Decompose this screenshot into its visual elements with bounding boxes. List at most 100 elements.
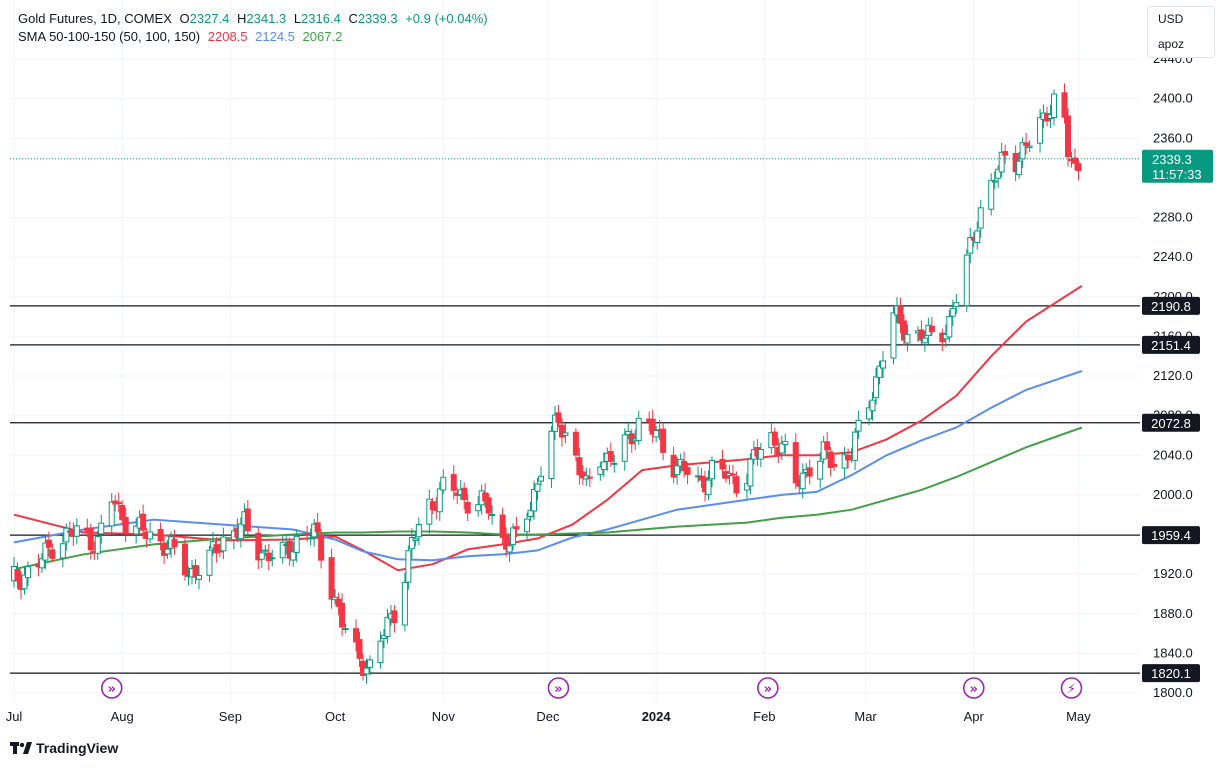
candle-body bbox=[974, 230, 981, 244]
candle-body bbox=[377, 640, 384, 664]
candle-body bbox=[757, 448, 764, 460]
candle-body bbox=[415, 524, 422, 538]
candle-body bbox=[339, 602, 346, 628]
tradingview-logo-icon bbox=[10, 742, 32, 754]
candle-body bbox=[108, 501, 115, 527]
candle-body bbox=[1002, 151, 1009, 156]
y-tick-label: 2280.0 bbox=[1153, 210, 1193, 225]
candle-body bbox=[1016, 160, 1023, 176]
candle-body bbox=[98, 522, 105, 535]
level-label-bg bbox=[1142, 296, 1200, 315]
candle-body bbox=[600, 461, 607, 471]
candle-body bbox=[1075, 163, 1082, 172]
candle-body bbox=[562, 432, 569, 436]
currency-label[interactable]: USD bbox=[1158, 12, 1184, 26]
tradingview-logo[interactable]: TradingView bbox=[10, 740, 118, 756]
x-tick-label: Dec bbox=[536, 709, 560, 724]
level-label: 1820.1 bbox=[1151, 666, 1191, 681]
x-tick-label: Aug bbox=[111, 709, 134, 724]
sma100-value: 2124.5 bbox=[255, 29, 295, 44]
candle-body bbox=[576, 457, 583, 476]
candle-body bbox=[820, 441, 827, 460]
candle-body bbox=[307, 537, 314, 540]
y-tick-label: 1920.0 bbox=[1153, 566, 1193, 581]
candle-body bbox=[164, 548, 171, 555]
last-price-label: 2339.3 bbox=[1152, 152, 1192, 167]
candle-body bbox=[335, 598, 342, 607]
candle-body bbox=[998, 151, 1005, 173]
candle-body bbox=[133, 525, 140, 535]
time-axis[interactable]: Jul Aug Sep Oct Nov Dec 2024 Feb Mar Apr May bbox=[6, 709, 1092, 724]
candle-body bbox=[1019, 142, 1026, 160]
candle-body bbox=[537, 475, 544, 482]
candle-body bbox=[890, 312, 897, 359]
level-label-bg bbox=[1142, 664, 1200, 683]
candle-body bbox=[328, 557, 335, 600]
candle-body bbox=[852, 431, 859, 461]
open-label: O2327.4 bbox=[180, 11, 230, 26]
candle-body bbox=[611, 462, 618, 465]
candle-body bbox=[182, 543, 189, 576]
candle-body bbox=[747, 458, 754, 487]
x-tick-label: Feb bbox=[753, 709, 775, 724]
candle-body bbox=[1026, 145, 1033, 148]
candle-body bbox=[485, 497, 492, 514]
candle-body bbox=[73, 525, 80, 537]
level-label: 2190.8 bbox=[1151, 299, 1191, 314]
candle-body bbox=[356, 639, 363, 659]
candle-body bbox=[119, 504, 126, 521]
candle-body bbox=[293, 535, 300, 553]
candle-body bbox=[440, 476, 447, 491]
candle-body bbox=[115, 502, 122, 505]
high-letter: H bbox=[237, 11, 247, 26]
sma-title: SMA 50-100-150 (50, 100, 150) bbox=[18, 29, 201, 44]
candle-body bbox=[42, 542, 49, 561]
price-axis[interactable]: 1800.01840.01880.01920.02000.02040.02080… bbox=[1142, 51, 1213, 700]
y-tick-label: 1800.0 bbox=[1153, 685, 1193, 700]
candle-body bbox=[1064, 115, 1071, 158]
last-price-tag bbox=[1142, 149, 1213, 183]
candle-body bbox=[841, 454, 848, 469]
candle-body bbox=[192, 565, 199, 578]
candle-body bbox=[635, 417, 642, 442]
candle-body bbox=[405, 550, 412, 583]
event-marker-glyph: » bbox=[764, 682, 772, 697]
event-marker-icon bbox=[547, 677, 570, 699]
candle-body bbox=[995, 168, 1002, 179]
candle-body bbox=[900, 320, 907, 341]
candle-body bbox=[548, 430, 555, 479]
y-tick-label: 1880.0 bbox=[1153, 606, 1193, 621]
event-marker-icon bbox=[100, 677, 123, 699]
ohlc-row: Gold Futures, 1D, COMEX O2327.4 H2341.3 … bbox=[18, 10, 492, 28]
candle-body bbox=[855, 419, 862, 432]
candle-body bbox=[59, 543, 66, 559]
y-tick-label: 2240.0 bbox=[1153, 249, 1193, 264]
candle-body bbox=[510, 527, 517, 546]
candle-body bbox=[94, 536, 101, 554]
event-markers[interactable]: » » » » ⚡ bbox=[100, 677, 1083, 699]
candle-body bbox=[342, 628, 349, 631]
event-marker-glyph: » bbox=[108, 682, 116, 697]
candle-body bbox=[290, 551, 297, 561]
candle-body bbox=[527, 509, 534, 518]
candle-body bbox=[147, 531, 154, 540]
candle-body bbox=[743, 483, 750, 491]
candle-body bbox=[918, 329, 925, 341]
candle-body bbox=[1051, 93, 1058, 119]
candle-body bbox=[660, 428, 667, 453]
candle-body bbox=[684, 467, 691, 475]
level-label-bg bbox=[1142, 413, 1200, 432]
candle-body bbox=[531, 488, 538, 512]
candle-body bbox=[524, 518, 531, 533]
candle-body bbox=[586, 476, 593, 479]
unit-label[interactable]: apoz bbox=[1158, 37, 1185, 51]
candle-body bbox=[475, 504, 482, 512]
high-value: 2341.3 bbox=[246, 11, 287, 26]
event-marker-glyph: » bbox=[970, 682, 978, 697]
candle-body bbox=[237, 523, 244, 540]
currency-unit-menu[interactable]: USD apoz bbox=[1147, 6, 1215, 58]
candle-body bbox=[1037, 117, 1044, 144]
candle-body bbox=[279, 541, 286, 559]
candle-body bbox=[1071, 157, 1078, 164]
